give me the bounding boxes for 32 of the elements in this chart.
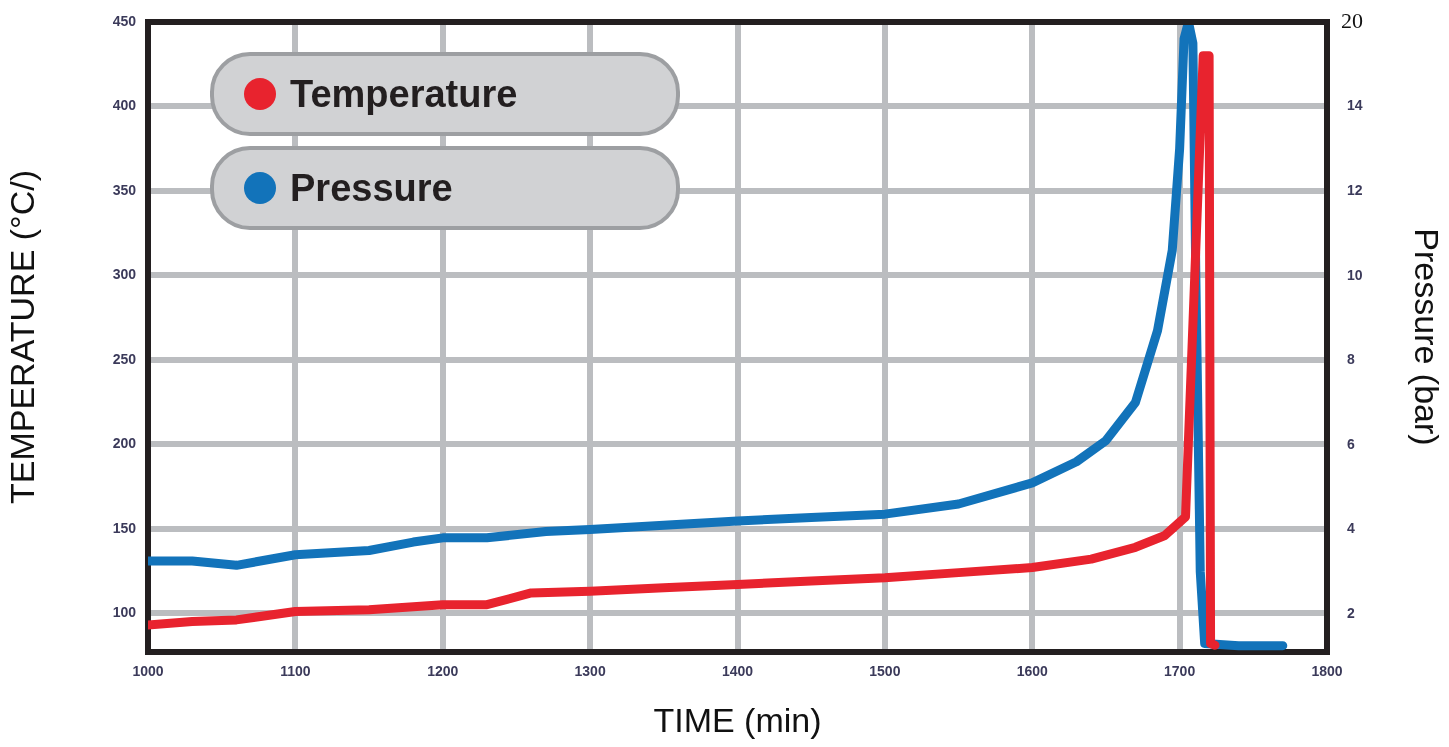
legend-pill: Temperature xyxy=(210,52,680,136)
y2-axis-title: Pressure (bar) xyxy=(1408,228,1447,446)
y-axis-title: TEMPERATURE (°C/) xyxy=(2,169,41,505)
x-tick-label: 1400 xyxy=(721,663,754,680)
legend-pill: Pressure xyxy=(210,146,680,230)
x-tick-label: 1700 xyxy=(1164,663,1196,680)
y-tick-label: 350 xyxy=(112,181,137,198)
y-tick-label: 250 xyxy=(112,350,137,367)
legend-label: Pressure xyxy=(290,166,453,210)
y-tick-label: 300 xyxy=(112,266,137,283)
y2-tick-label: 14 xyxy=(1347,97,1363,114)
y-tick-label: 450 xyxy=(112,12,137,29)
x-tick-label: 1200 xyxy=(427,663,459,680)
y2-tick-label: 8 xyxy=(1347,351,1355,368)
y2-tick-label: 2 xyxy=(1347,604,1355,621)
x-axis-title: TIME (min) xyxy=(653,700,822,739)
y-tick-label: 100 xyxy=(112,604,137,621)
y2-tick-label: 4 xyxy=(1347,520,1355,537)
y-tick-label: 200 xyxy=(112,435,137,452)
text: 20 xyxy=(1341,8,1363,34)
x-tick-label: 1100 xyxy=(280,663,311,680)
x-tick-label: 1800 xyxy=(1311,663,1343,680)
y2-tick-label: 10 xyxy=(1347,266,1363,283)
x-tick-label: 1300 xyxy=(574,663,606,680)
legend-label: Temperature xyxy=(290,72,518,116)
y-tick-label: 150 xyxy=(112,519,137,536)
x-tick-label: 1000 xyxy=(132,663,164,680)
x-tick-label: 1500 xyxy=(869,663,901,680)
y2-tick-label: 12 xyxy=(1347,181,1363,198)
x-tick-label: 1600 xyxy=(1016,663,1049,680)
y-tick-label: 400 xyxy=(112,97,137,114)
y2-tick-label: 6 xyxy=(1347,435,1355,452)
